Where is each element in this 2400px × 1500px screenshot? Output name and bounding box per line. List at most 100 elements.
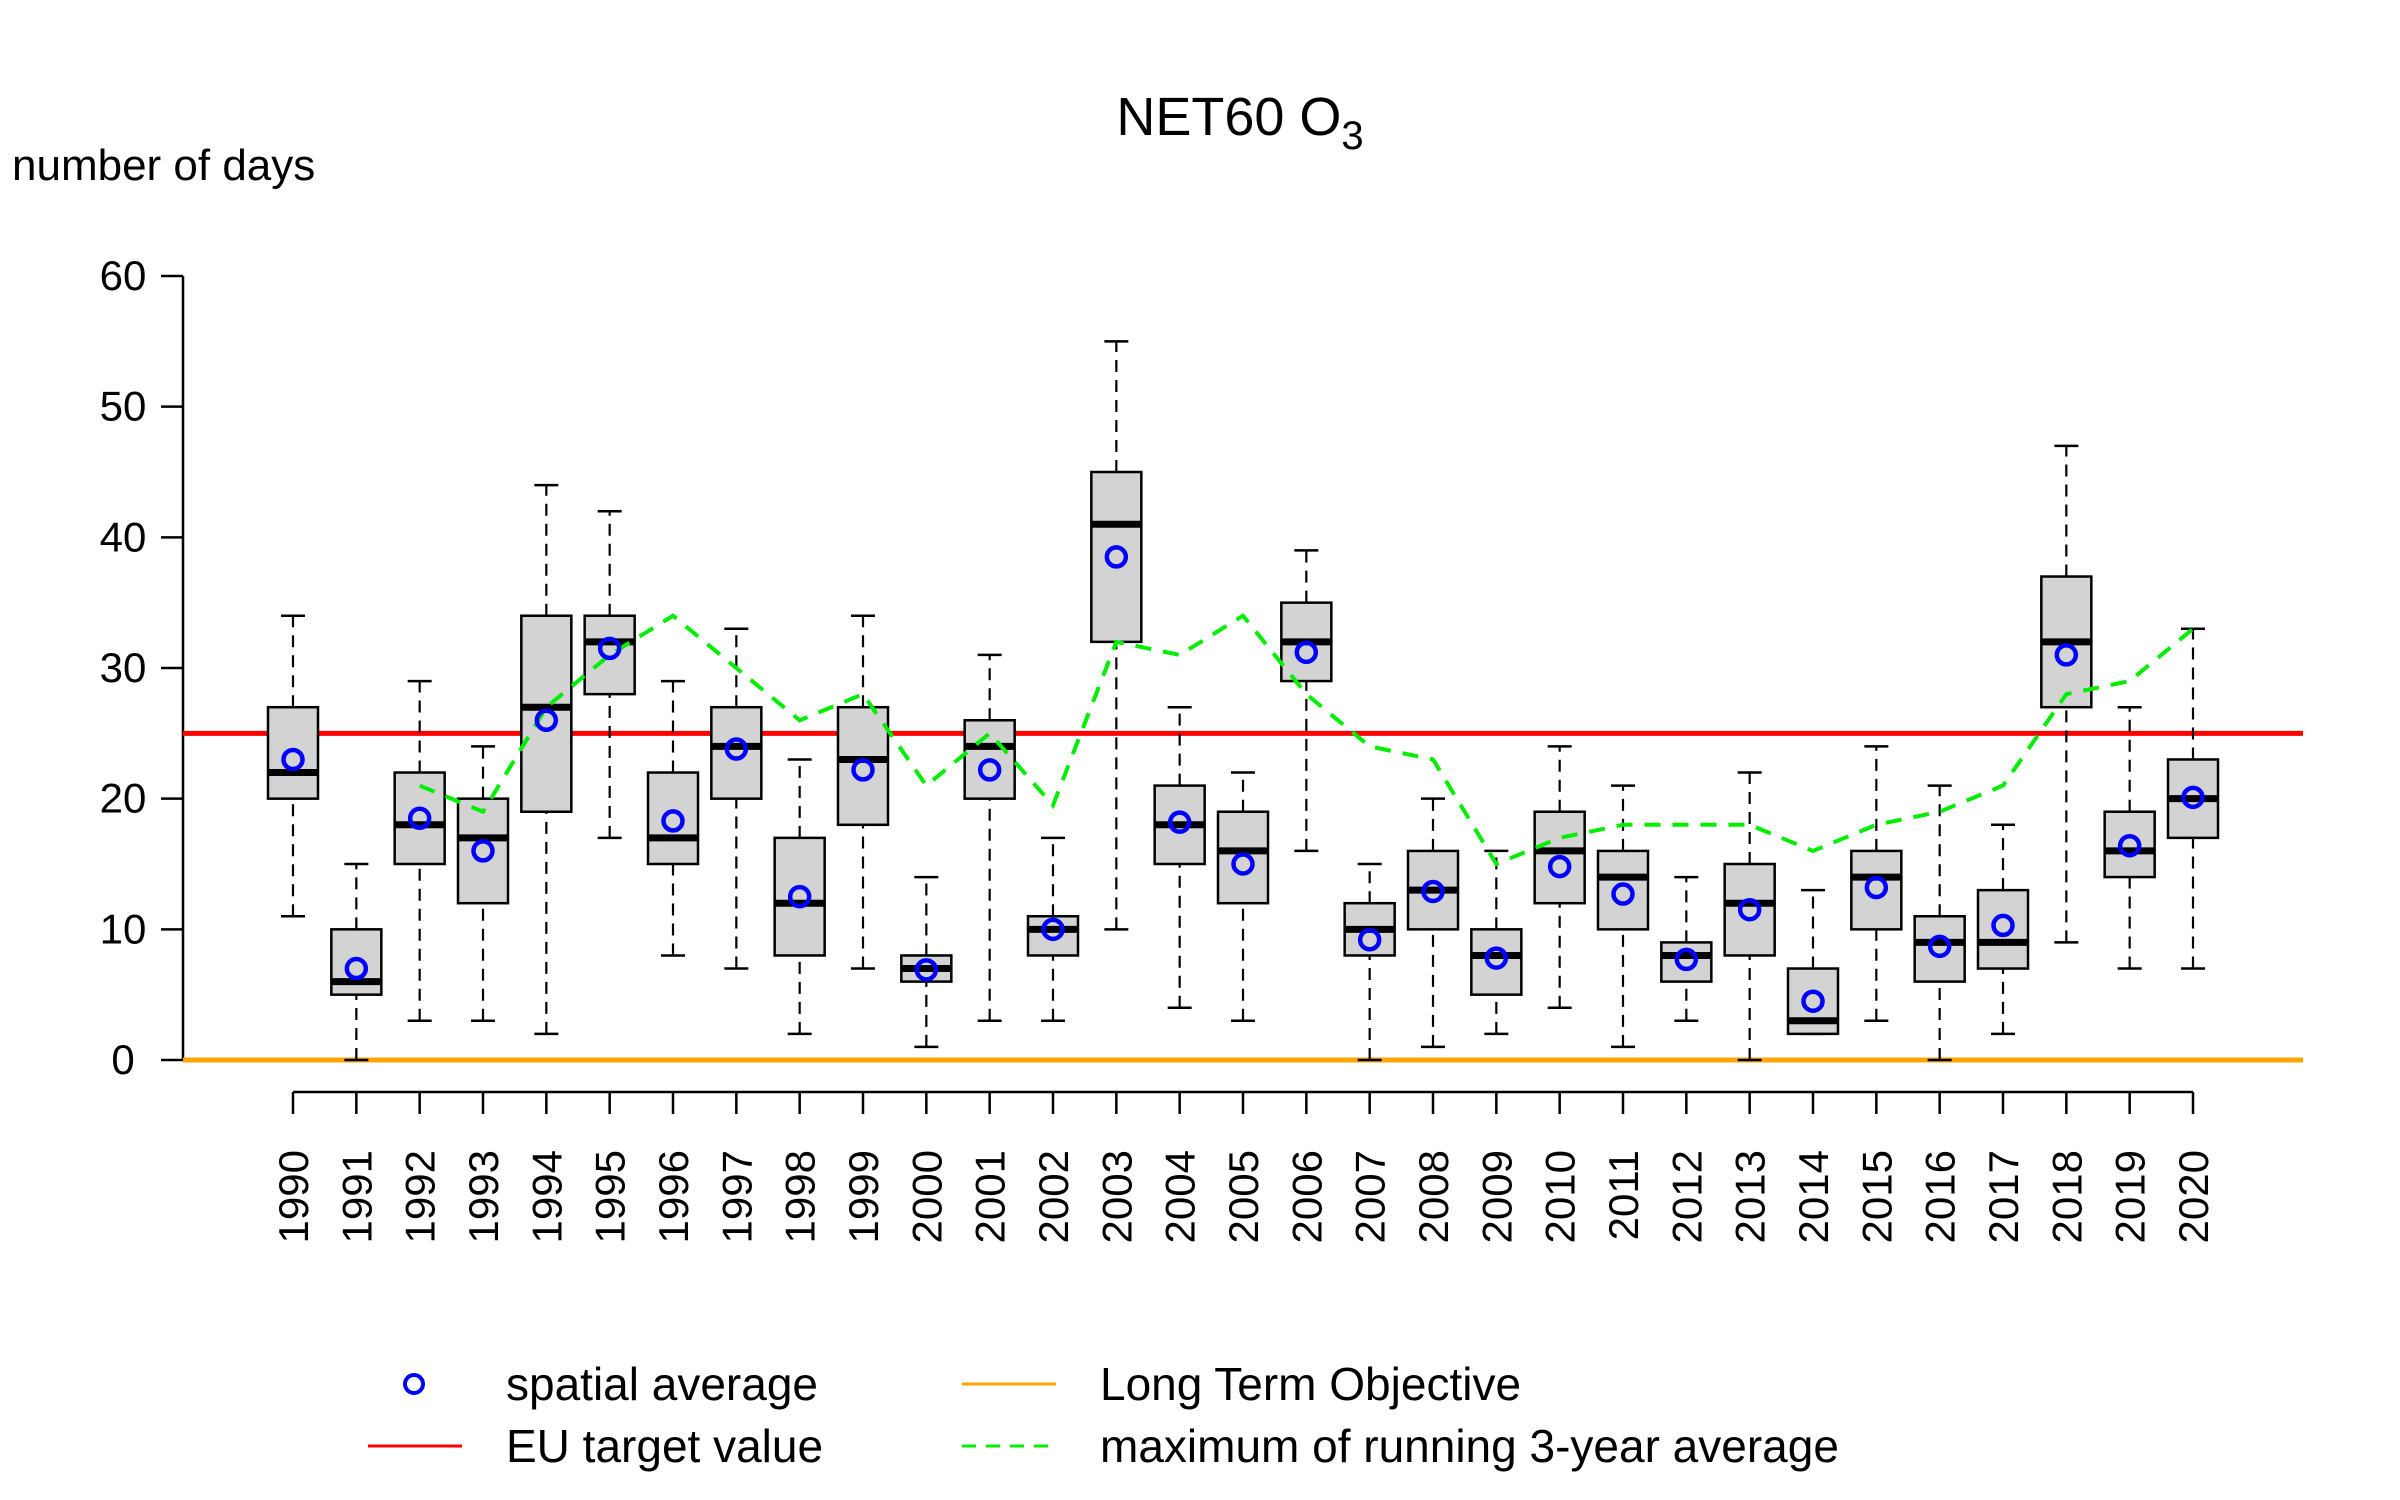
mean-point-1999 — [851, 758, 875, 782]
mean-point-2006 — [1294, 640, 1319, 665]
box-iqr — [1026, 915, 1080, 957]
x-tick-label: 2016 — [1917, 1150, 1964, 1243]
legend: spatial average EU target value Long Ter… — [368, 1358, 1839, 1472]
legend-label-spatial-average: spatial average — [506, 1358, 818, 1410]
box-iqr — [2103, 810, 2156, 879]
box-2015 — [1850, 745, 1903, 1023]
box-1990 — [266, 614, 320, 918]
legend-label-eu-target: EU target value — [506, 1420, 823, 1472]
y-tick-label: 20 — [100, 775, 147, 822]
box-2003 — [1090, 340, 1143, 931]
mean-point-1995 — [597, 636, 622, 661]
y-tick-label: 60 — [100, 252, 147, 299]
box-2008 — [1406, 797, 1460, 1049]
x-tick-label: 2017 — [1980, 1150, 2027, 1243]
x-tick-label: 1992 — [397, 1150, 444, 1243]
mean-point-2009 — [1484, 946, 1509, 970]
box-2014 — [1786, 888, 1840, 1036]
running-average-line — [418, 613, 2195, 867]
mean-point-1990 — [281, 747, 305, 772]
mean-point-2012 — [1674, 947, 1699, 972]
x-tick-label: 2008 — [1410, 1150, 1457, 1243]
box-2018 — [2040, 444, 2093, 944]
mean-point-1998 — [787, 884, 812, 909]
legend-symbol-spatial-average — [403, 1373, 425, 1395]
box-iqr — [1090, 470, 1143, 644]
mean-points — [281, 545, 2205, 1013]
mean-point-2015 — [1864, 875, 1889, 900]
running-average-polyline — [418, 613, 2195, 867]
x-tick-label: 2004 — [1157, 1150, 1204, 1243]
box-iqr — [1723, 862, 1776, 957]
mean-point-2010 — [1547, 854, 1572, 879]
box-2019 — [2103, 705, 2156, 970]
box-2002 — [1026, 836, 1080, 1023]
box-2004 — [1153, 705, 1206, 1009]
box-1993 — [456, 745, 510, 1023]
x-tick-label: 2007 — [1347, 1150, 1394, 1243]
box-2007 — [1343, 862, 1396, 1062]
box-1994 — [520, 483, 573, 1036]
mean-point-2016 — [1927, 934, 1952, 959]
mean-point-2017 — [1991, 913, 2015, 938]
mean-point-2011 — [1611, 882, 1635, 906]
mean-point-1996 — [661, 809, 685, 833]
mean-point-2002 — [1041, 917, 1065, 942]
x-tick-label: 1998 — [777, 1150, 824, 1243]
box-iqr — [456, 797, 510, 905]
box-1995 — [583, 509, 636, 840]
box-iqr — [583, 614, 636, 696]
y-tick-label: 0 — [111, 1036, 134, 1083]
x-tick-label: 2002 — [1030, 1150, 1077, 1243]
mean-point-2005 — [1231, 852, 1255, 876]
y-tick-label: 10 — [100, 905, 147, 952]
box-2013 — [1723, 771, 1776, 1062]
x-tick-label: 2013 — [1727, 1150, 1774, 1243]
x-tick-label: 2000 — [903, 1150, 950, 1243]
title-subscript: 3 — [1341, 114, 1363, 158]
box-1992 — [393, 679, 446, 1023]
x-tick-label: 2012 — [1663, 1150, 1710, 1243]
x-tick-label: 2014 — [1790, 1150, 1837, 1243]
mean-point-2003 — [1104, 545, 1129, 569]
x-tick-label: 2011 — [1600, 1150, 1647, 1240]
x-tick-label: 1997 — [713, 1150, 760, 1243]
x-axis: 1990 1991 1992 1993 1994 1995 1996 1997 1998 1999… — [270, 1090, 2217, 1243]
box-2016 — [1913, 784, 1966, 1062]
box-1999 — [836, 614, 890, 970]
box-2001 — [963, 653, 1016, 1023]
box-iqr — [1976, 888, 2030, 970]
x-tick-label: 1994 — [523, 1150, 570, 1243]
x-tick-label: 2020 — [2170, 1150, 2217, 1243]
y-tick-label: 40 — [100, 513, 147, 560]
y-axis: 0 10 20 30 40 50 60 — [100, 252, 185, 1083]
mean-point-2014 — [1801, 989, 1825, 1013]
mean-point-1997 — [724, 737, 749, 761]
x-tick-label: 2006 — [1283, 1150, 1330, 1243]
chart-title: NET60 O3 — [1116, 87, 1363, 158]
box-2017 — [1976, 823, 2030, 1036]
mean-point-1991 — [344, 956, 369, 981]
x-tick-label: 2010 — [1537, 1150, 1584, 1243]
box-iqr — [1913, 915, 1966, 983]
mean-point-2020 — [2181, 785, 2205, 810]
box-2011 — [1596, 784, 1650, 1049]
box-iqr — [393, 771, 446, 866]
x-tick-label: 1996 — [650, 1150, 697, 1243]
y-tick-label: 50 — [100, 383, 147, 430]
x-tick-label: 1993 — [460, 1150, 507, 1243]
mean-point-2000 — [914, 958, 939, 982]
mean-point-2004 — [1167, 810, 1192, 834]
box-iqr — [1850, 849, 1903, 931]
x-tick-label: 1990 — [270, 1150, 317, 1243]
x-tick-label: 2009 — [1473, 1150, 1520, 1243]
box-2005 — [1216, 771, 1270, 1023]
box-iqr — [1596, 849, 1650, 931]
x-tick-label: 2018 — [2043, 1150, 2090, 1243]
box-2006 — [1280, 549, 1333, 853]
x-tick-label: 2019 — [2107, 1150, 2154, 1243]
box-iqr — [773, 836, 826, 957]
box-iqr — [836, 705, 890, 827]
box-iqr — [266, 705, 320, 800]
